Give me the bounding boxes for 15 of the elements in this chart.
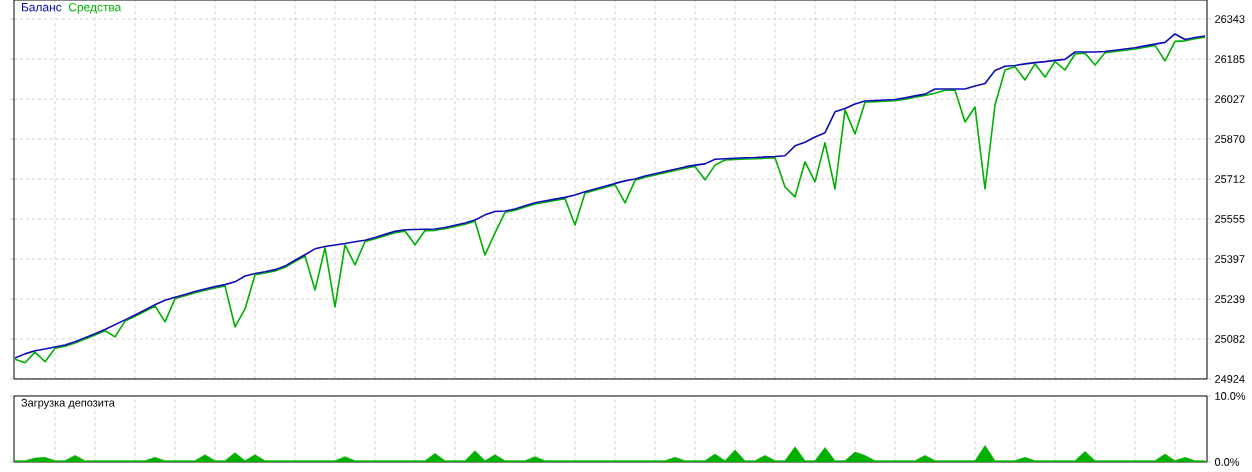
y-tick-label: 25870 [1215, 135, 1245, 143]
text: Средства [68, 2, 122, 14]
y-tick-label: 26027 [1215, 95, 1245, 104]
y-tick-label: 25712 [1215, 175, 1245, 183]
y-tick-label: 25239 [1215, 295, 1245, 303]
chart-title: Загрузка депозита [21, 398, 115, 409]
y-tick-label: 25082 [1215, 335, 1245, 343]
y-tick-label: 25397 [1215, 255, 1245, 263]
y-tick-label: 25555 [1215, 215, 1245, 223]
y-tick-label: 26343 [1215, 15, 1245, 23]
y-tick-label: 26185 [1215, 55, 1245, 63]
y-tick-label: 0.0% [1214, 458, 1240, 466]
y-tick-label: 10.0% [1215, 392, 1246, 400]
text: Баланс [21, 3, 62, 12]
y-tick-label: 24924 [1215, 375, 1245, 383]
